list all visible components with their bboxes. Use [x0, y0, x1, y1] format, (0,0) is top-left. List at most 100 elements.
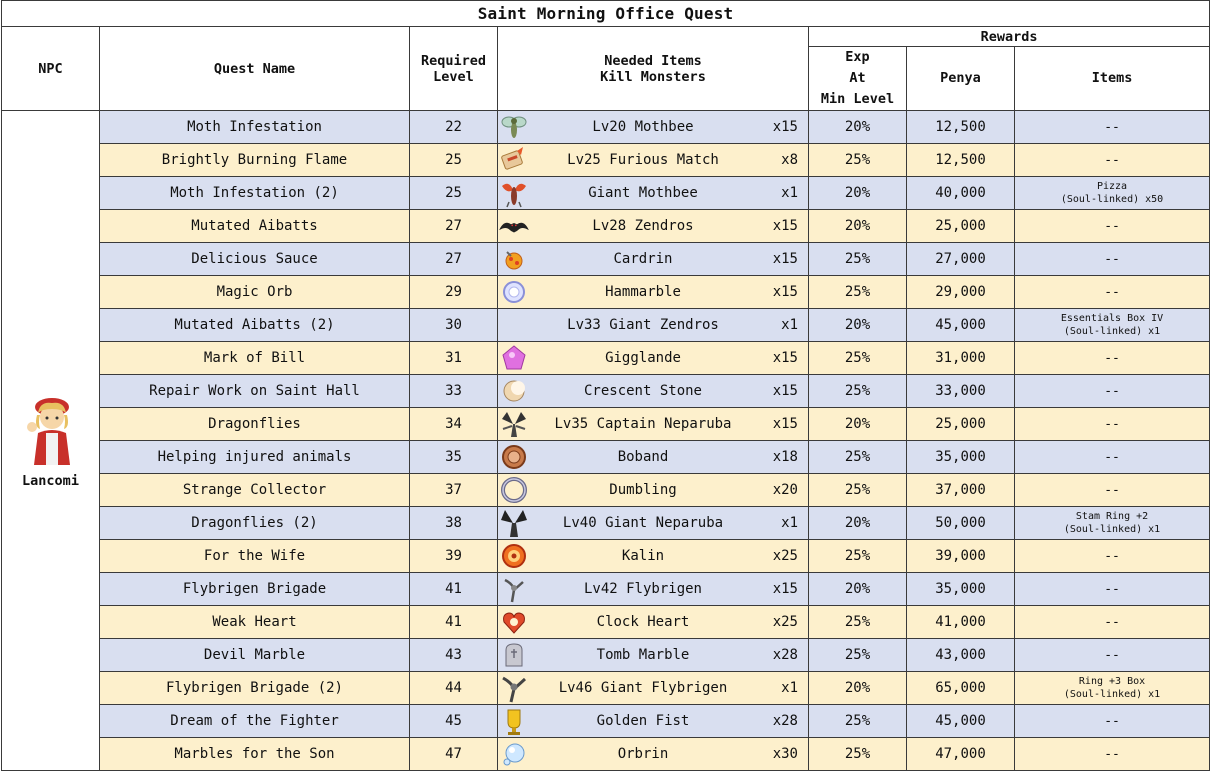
quest-name-cell: Moth Infestation (2) — [99, 176, 410, 210]
required-level-cell: 41 — [409, 605, 498, 639]
kill-quantity: x25 — [772, 548, 798, 564]
mothbee-icon — [499, 112, 531, 143]
reward-item-cell: Ring +3 Box (Soul-linked) x1 — [1013, 671, 1210, 705]
exp-cell: 25% — [808, 473, 907, 507]
crescent-stone-icon — [499, 376, 531, 407]
kill-quantity: x28 — [772, 713, 798, 729]
table-row: Mutated Aibatts (2) 30 Lv33 Giant Zendros x… — [2, 308, 1210, 342]
table-row: Brightly Burning Flame 25 Lv25 Furious Mat… — [2, 143, 1210, 177]
needed-item-cell: Lv42 Flybrigen x15 — [497, 572, 809, 606]
monster-name: Orbrin — [617, 746, 669, 762]
quest-name-cell: Marbles for the Son — [99, 737, 410, 771]
required-level-cell: 34 — [409, 407, 498, 441]
exp-cell: 20% — [808, 671, 907, 705]
quest-name-header: Quest Name — [99, 26, 410, 111]
monster-name: Clock Heart — [596, 614, 690, 630]
penya-cell: 25,000 — [906, 407, 1015, 441]
required-level-cell: 37 — [409, 473, 498, 507]
required-level-cell: 45 — [409, 704, 498, 738]
reward-item-cell: -- — [1013, 374, 1210, 408]
exp-cell: 25% — [808, 440, 907, 474]
table-row: Dragonflies 34 Lv35 Captain Neparuba x15 20%… — [2, 407, 1210, 441]
penya-cell: 45,000 — [906, 704, 1015, 738]
exp-cell: 20% — [808, 110, 907, 144]
required-level-cell: 39 — [409, 539, 498, 573]
quest-name-cell: Strange Collector — [99, 473, 410, 507]
monster-name: Gigglande — [605, 350, 681, 366]
required-level-cell: 33 — [409, 374, 498, 408]
needed-item-cell: Tomb Marble x28 — [497, 638, 809, 672]
penya-cell: 27,000 — [906, 242, 1015, 276]
needed-items-header: Needed Items Kill Monsters — [497, 26, 809, 111]
kill-quantity: x15 — [772, 581, 798, 597]
table-row: Mark of Bill 31 Gigglande x15 25% 31,000 -- — [2, 341, 1210, 375]
quest-name-cell: Mark of Bill — [99, 341, 410, 375]
reward-item-name: Pizza — [1096, 181, 1128, 192]
needed-item-cell: Lv46 Giant Flybrigen x1 — [497, 671, 809, 705]
table-row: Weak Heart 41 Clock Heart x25 25% 41,000 -- — [2, 605, 1210, 639]
penya-cell: 33,000 — [906, 374, 1015, 408]
exp-cell: 20% — [808, 407, 907, 441]
kill-quantity: x28 — [772, 647, 798, 663]
exp-cell: 25% — [808, 242, 907, 276]
monster-name: Tomb Marble — [596, 647, 690, 663]
needed-item-cell: Golden Fist x28 — [497, 704, 809, 738]
exp-header: Exp At Min Level — [808, 46, 907, 111]
kill-quantity: x20 — [772, 482, 798, 498]
monster-name: Lv28 Zendros — [592, 218, 694, 234]
quest-name-cell: Helping injured animals — [99, 440, 410, 474]
quest-name-cell: Moth Infestation — [99, 110, 410, 144]
reward-item-cell: -- — [1013, 341, 1210, 375]
kill-quantity: x15 — [772, 119, 798, 135]
kill-quantity: x8 — [781, 152, 798, 168]
table-row: Strange Collector 37 Dumbling x20 25% 37,000-… — [2, 473, 1210, 507]
furious-match-icon — [499, 145, 531, 176]
exp-header-line2: At — [849, 70, 866, 86]
penya-cell: 39,000 — [906, 539, 1015, 573]
kill-quantity: x25 — [772, 614, 798, 630]
reward-item-name: Essentials Box IV — [1060, 313, 1164, 324]
table-row: Magic Orb 29 Hammarble x15 25% 29,000 -- — [2, 275, 1210, 309]
reward-item-cell: -- — [1013, 539, 1210, 573]
clock-heart-icon — [499, 607, 531, 638]
penya-cell: 65,000 — [906, 671, 1015, 705]
monster-name: Lv42 Flybrigen — [583, 581, 702, 597]
npc-header: NPC — [1, 26, 100, 111]
table-row: Moth Infestation (2) 25 Giant Mothbee x1 20%… — [2, 176, 1210, 210]
monster-name: Lv35 Captain Neparuba — [554, 416, 732, 432]
reward-item-cell: -- — [1013, 638, 1210, 672]
table-row: Devil Marble 43 Tomb Marble x28 25% 43,000 -- — [2, 638, 1210, 672]
boband-icon — [499, 442, 531, 473]
required-level-cell: 31 — [409, 341, 498, 375]
penya-cell: 35,000 — [906, 572, 1015, 606]
monster-name: Lv25 Furious Match — [567, 152, 719, 168]
orbrin-icon — [499, 739, 531, 770]
penya-cell: 12,500 — [906, 110, 1015, 144]
reward-item-cell: -- — [1013, 572, 1210, 606]
quest-name-cell: Dragonflies — [99, 407, 410, 441]
table-row: Dragonflies (2) 38 Lv40 Giant Neparuba x1 20… — [2, 506, 1210, 540]
rewards-header: Rewards — [807, 26, 1210, 47]
monster-name: Dumbling — [609, 482, 677, 498]
required-level-cell: 25 — [409, 143, 498, 177]
table-row: Lancomi Moth Infestation 22 Lv20 Mothbee x15… — [1, 110, 1210, 771]
kill-quantity: x15 — [772, 218, 798, 234]
reward-item-cell: -- — [1013, 407, 1210, 441]
required-level-header-line1: Required — [420, 52, 487, 69]
exp-cell: 25% — [808, 605, 907, 639]
kill-quantity: x15 — [772, 251, 798, 267]
monster-name: Cardrin — [613, 251, 673, 267]
needed-item-cell: Boband x18 — [497, 440, 809, 474]
reward-item-detail: (Soul-linked) x50 — [1060, 194, 1164, 205]
kill-quantity: x15 — [772, 416, 798, 432]
exp-cell: 25% — [808, 737, 907, 771]
npc-box: Lancomi — [3, 393, 99, 489]
needed-item-cell: Dumbling x20 — [497, 473, 809, 507]
reward-item-detail: (Soul-linked) x1 — [1063, 689, 1161, 700]
required-level-cell: 38 — [409, 506, 498, 540]
monster-name: Lv40 Giant Neparuba — [562, 515, 724, 531]
table-row: Mutated Aibatts 27 Lv28 Zendros x15 20% 25,00… — [2, 209, 1210, 243]
monster-name: Lv33 Giant Zendros — [567, 317, 719, 333]
needed-item-cell: Gigglande x15 — [497, 341, 809, 375]
items-header: Items — [1013, 46, 1210, 111]
